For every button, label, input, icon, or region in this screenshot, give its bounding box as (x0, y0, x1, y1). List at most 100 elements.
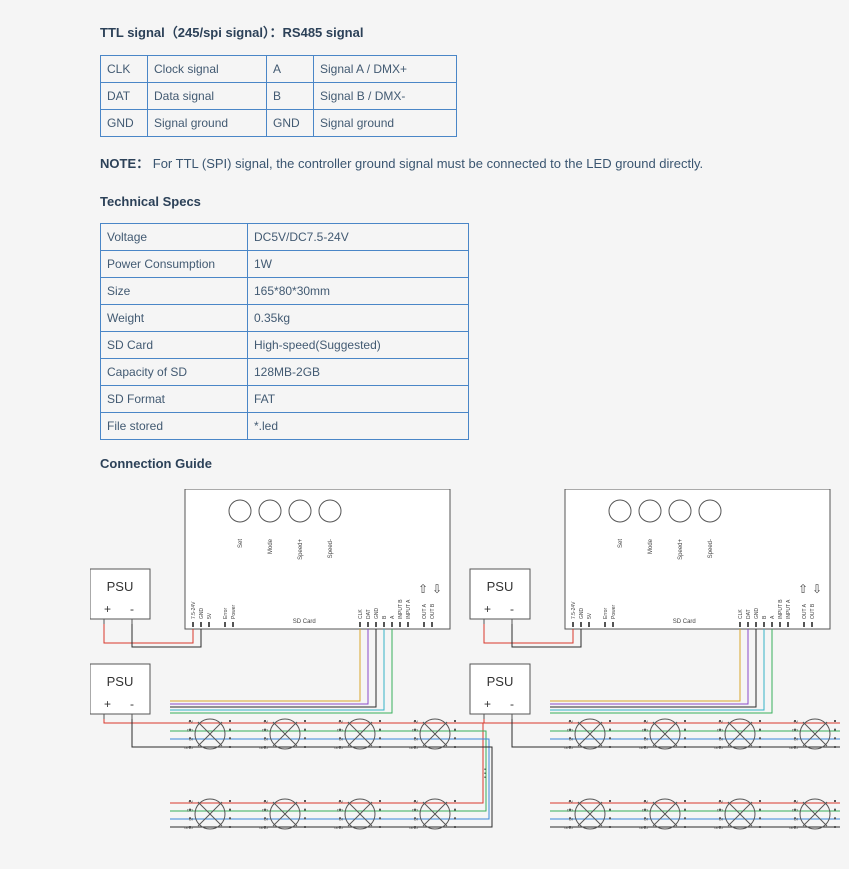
svg-text:Speed+: Speed+ (298, 539, 304, 560)
cell: Signal B / DMX- (314, 83, 457, 110)
signal-table: CLKClock signalASignal A / DMX+ DATData … (100, 55, 457, 137)
svg-text:DAT: DAT (366, 609, 372, 619)
guide-title: Connection Guide (100, 456, 849, 471)
cell: Signal A / DMX+ (314, 56, 457, 83)
cell: Signal ground (314, 110, 457, 137)
svg-text:CLK: CLK (738, 609, 744, 619)
svg-text:Error: Error (603, 608, 609, 619)
cell: SD Card (101, 332, 248, 359)
svg-text:OUT B: OUT B (810, 603, 816, 619)
cell: 1W (248, 251, 469, 278)
cell: DAT (101, 83, 148, 110)
cell: *.led (248, 413, 469, 440)
svg-text:⇧: ⇧ (418, 582, 428, 596)
svg-text:GND: GND (334, 745, 343, 750)
svg-text:GND: GND (564, 745, 573, 750)
cell: 0.35kg (248, 305, 469, 332)
svg-text:SD Card: SD Card (673, 619, 696, 625)
svg-text:OUT B: OUT B (430, 603, 436, 619)
svg-text:+: + (104, 697, 111, 711)
svg-text:Speed-: Speed- (328, 539, 334, 558)
svg-text:OUT A: OUT A (802, 603, 808, 619)
svg-text:OUT A: OUT A (422, 603, 428, 619)
svg-text:Error: Error (223, 608, 229, 619)
cell: A (267, 56, 314, 83)
cell: Voltage (101, 224, 248, 251)
svg-text:Speed+: Speed+ (678, 539, 684, 560)
svg-text:GND: GND (564, 825, 573, 830)
cell: 165*80*30mm (248, 278, 469, 305)
svg-text:GND: GND (374, 608, 380, 620)
svg-text:Power: Power (611, 604, 617, 619)
cell: Data signal (148, 83, 267, 110)
svg-text:⇩: ⇩ (432, 582, 442, 596)
svg-text:GND: GND (409, 825, 418, 830)
svg-text:SD Card: SD Card (293, 619, 316, 625)
cell: GND (267, 110, 314, 137)
cell: Weight (101, 305, 248, 332)
svg-text:PSU: PSU (107, 579, 134, 594)
note-text: For TTL (SPI) signal, the controller gro… (153, 156, 703, 171)
svg-text:PSU: PSU (487, 579, 514, 594)
svg-text:GND: GND (639, 745, 648, 750)
svg-text:5V: 5V (587, 612, 593, 619)
svg-text:INPUT A: INPUT A (406, 599, 412, 619)
svg-text:⋮: ⋮ (479, 766, 491, 780)
svg-text:Mode: Mode (268, 538, 274, 554)
svg-text:-: - (130, 697, 134, 711)
svg-text:GND: GND (789, 825, 798, 830)
svg-text:INPUT A: INPUT A (786, 599, 792, 619)
svg-text:GND: GND (184, 825, 193, 830)
cell: SD Format (101, 386, 248, 413)
signal-title: TTL signal（245/spi signal）：RS485 signal (100, 22, 849, 41)
cell: Power Consumption (101, 251, 248, 278)
svg-text:-: - (510, 602, 514, 616)
cell: 128MB-2GB (248, 359, 469, 386)
svg-text:-: - (130, 602, 134, 616)
svg-text:PSU: PSU (107, 674, 134, 689)
svg-text:GND: GND (754, 608, 760, 620)
note-line: NOTE： For TTL (SPI) signal, the controll… (100, 153, 849, 172)
svg-text:+: + (104, 602, 111, 616)
svg-text:DAT: DAT (746, 609, 752, 619)
note-label: NOTE： (100, 156, 149, 171)
cell: CLK (101, 56, 148, 83)
svg-text:Mode: Mode (648, 538, 654, 554)
svg-text:GND: GND (714, 825, 723, 830)
specs-title: Technical Specs (100, 194, 849, 209)
svg-text:GND: GND (789, 745, 798, 750)
svg-text:GND: GND (259, 745, 268, 750)
cell: FAT (248, 386, 469, 413)
svg-text:Set: Set (618, 539, 624, 548)
svg-text:GND: GND (714, 745, 723, 750)
svg-text:Speed-: Speed- (708, 539, 714, 558)
svg-text:INPUT B: INPUT B (778, 599, 784, 619)
cell: Clock signal (148, 56, 267, 83)
cell: GND (101, 110, 148, 137)
svg-text:GND: GND (639, 825, 648, 830)
svg-text:INPUT B: INPUT B (398, 599, 404, 619)
cell: Size (101, 278, 248, 305)
svg-text:7.5-24V: 7.5-24V (571, 601, 577, 619)
svg-text:CLK: CLK (358, 609, 364, 619)
svg-text:GND: GND (579, 608, 585, 620)
svg-text:+: + (484, 602, 491, 616)
svg-text:GND: GND (409, 745, 418, 750)
svg-text:Power: Power (231, 604, 237, 619)
svg-text:GND: GND (199, 608, 205, 620)
svg-text:PSU: PSU (487, 674, 514, 689)
svg-text:7.5-24V: 7.5-24V (191, 601, 197, 619)
cell: File stored (101, 413, 248, 440)
svg-text:GND: GND (184, 745, 193, 750)
specs-table: VoltageDC5V/DC7.5-24V Power Consumption1… (100, 223, 469, 440)
cell: B (267, 83, 314, 110)
svg-text:GND: GND (259, 825, 268, 830)
svg-text:GND: GND (334, 825, 343, 830)
connection-diagram: SetModeSpeed+Speed-7.5-24VGND5VErrorPowe… (90, 489, 849, 849)
svg-text:Set: Set (238, 539, 244, 548)
svg-text:-: - (510, 697, 514, 711)
svg-text:⇧: ⇧ (798, 582, 808, 596)
cell: High-speed(Suggested) (248, 332, 469, 359)
svg-text:⇩: ⇩ (812, 582, 822, 596)
cell: Signal ground (148, 110, 267, 137)
